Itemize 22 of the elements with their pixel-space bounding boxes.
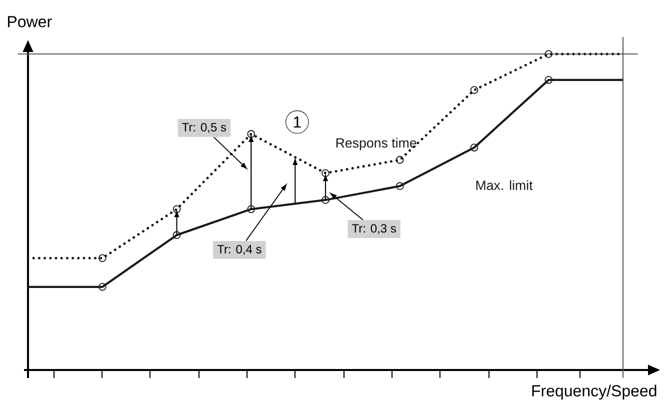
series-label: Respons time	[336, 138, 416, 150]
annotation: 1	[294, 116, 301, 128]
point	[98, 254, 106, 262]
point	[396, 156, 404, 164]
point	[322, 196, 330, 204]
x-axis-title: Frequency/Speed	[532, 384, 656, 400]
point	[470, 144, 478, 152]
annotation: Tr: 0,4 s	[217, 244, 262, 255]
annotation: Tr: 0,3 s	[352, 224, 396, 234]
point	[247, 130, 256, 138]
point	[544, 76, 553, 84]
point	[172, 205, 181, 214]
point	[544, 50, 553, 58]
text: Max. limit	[476, 180, 533, 190]
point	[322, 169, 330, 178]
y-axis-title: Power	[8, 16, 52, 28]
annotation: Tr: 0,5 s	[182, 123, 226, 133]
point	[172, 231, 181, 240]
point	[470, 86, 478, 94]
point	[247, 205, 256, 214]
point	[98, 282, 106, 291]
point	[396, 182, 404, 190]
